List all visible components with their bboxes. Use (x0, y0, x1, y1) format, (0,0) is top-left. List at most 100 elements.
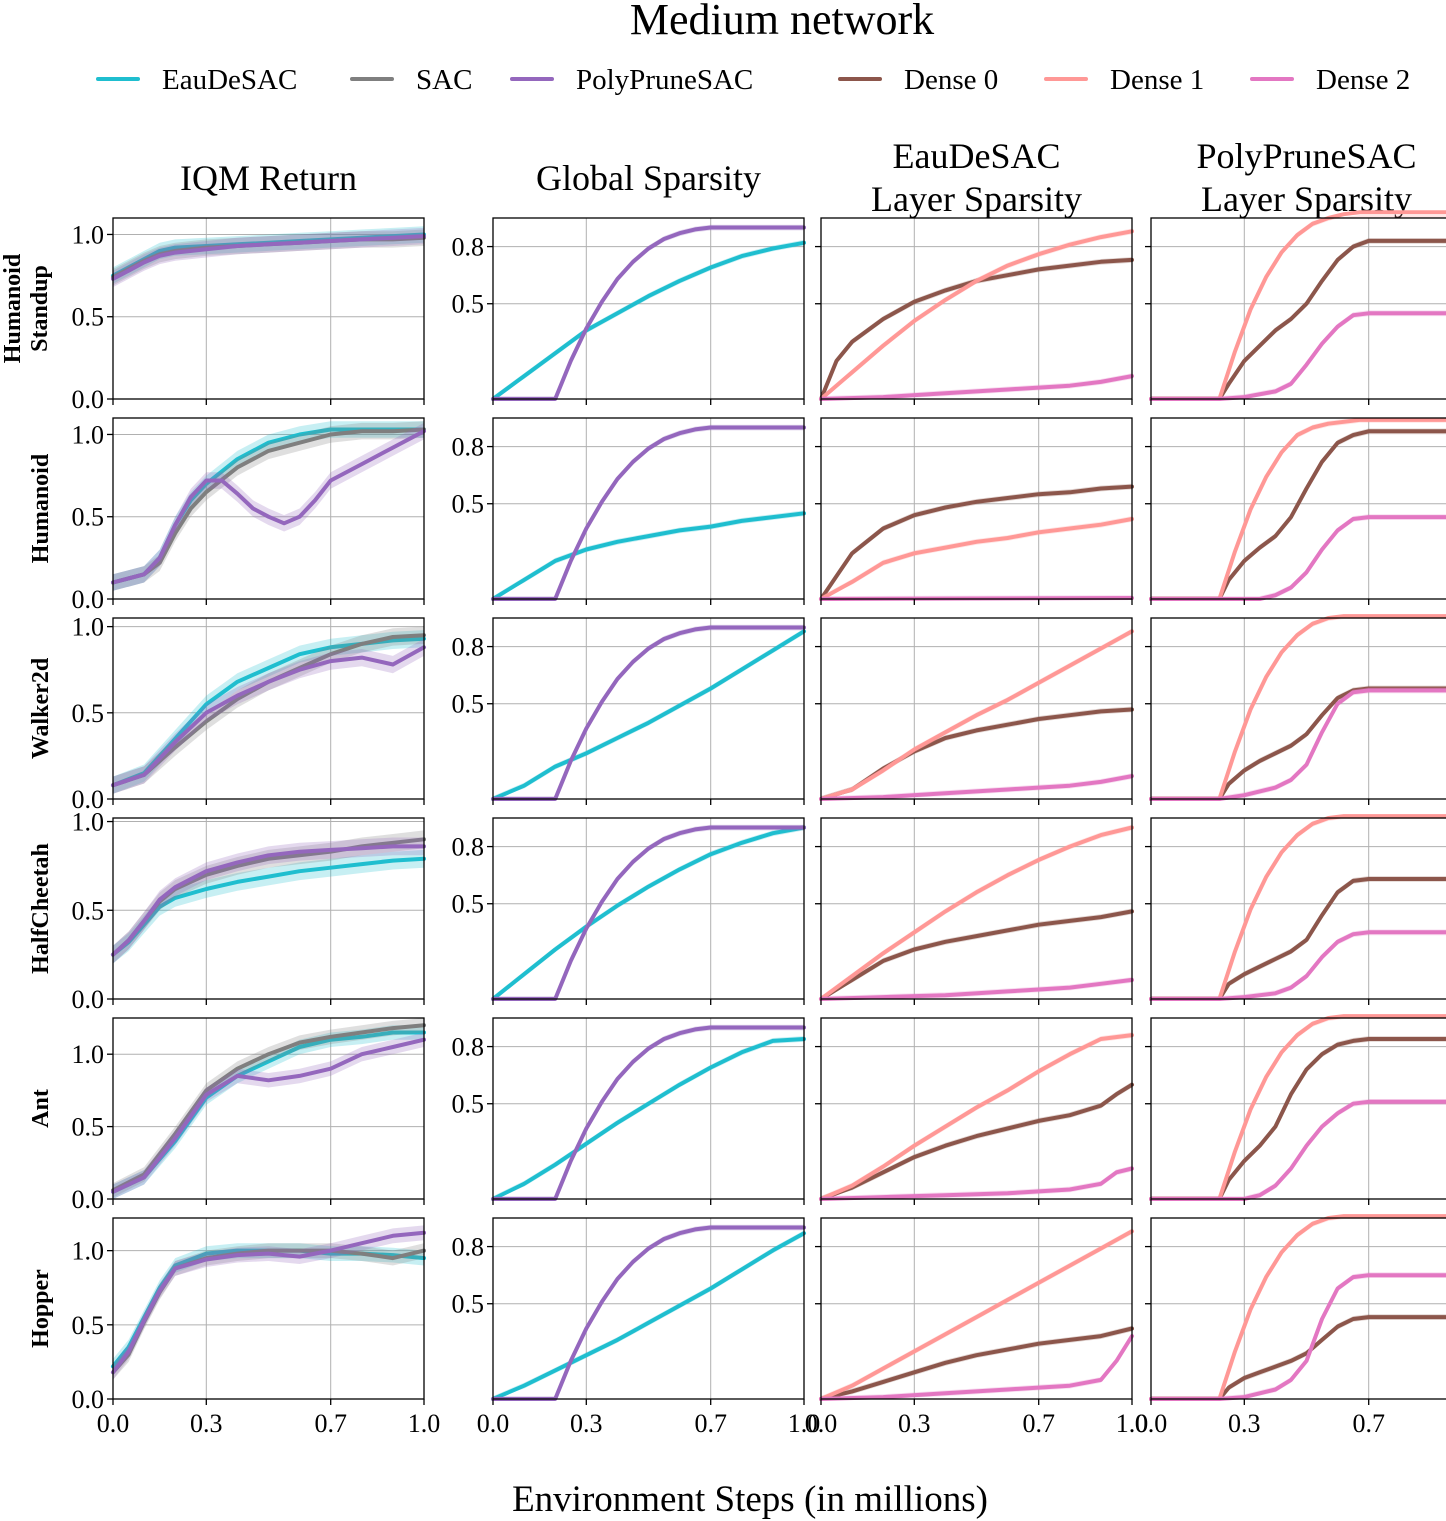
band-eaudesac (113, 630, 424, 794)
panel-hopper-iqm-return: 0.0 0.5 1.0 0.0 0.3 0.7 1.0 (72, 1217, 440, 1438)
y-tick-label: 0.8 (452, 1033, 485, 1062)
x-tick-label: 0.0 (1135, 1409, 1168, 1438)
y-tick-label: 0.8 (452, 433, 485, 462)
series-dense-1 (1149, 417, 1446, 601)
series-dense-2 (1149, 1099, 1446, 1201)
x-tick-label: 0.0 (805, 1409, 838, 1438)
y-tick-label: 0.5 (72, 1311, 105, 1340)
panel-humanoid-global-sparsity: 0.5 0.8 (452, 417, 806, 605)
band-dense-1 (1151, 418, 1446, 599)
panel-humanoid-iqm-return: 0.0 0.5 1.0 (72, 417, 426, 614)
series-polyprunesac (491, 1225, 806, 1401)
series-eaudesac (491, 629, 806, 801)
x-tick-label: 0.3 (1228, 1409, 1261, 1438)
legend-item-eaudesac: EauDeSAC (96, 64, 297, 96)
axes-frame (112, 217, 425, 400)
x-tick-label: 0.3 (570, 1409, 603, 1438)
column-title-eaudesac-layer-sparsity-line-0: EauDeSAC (893, 136, 1061, 176)
y-tick-label: 0.0 (72, 785, 105, 814)
y-tick-label: 0.5 (452, 1090, 485, 1119)
series-dense-1 (819, 1033, 1134, 1201)
x-tick-label: 0.7 (1352, 1409, 1385, 1438)
legend: EauDeSAC SAC PolyPruneSAC Dense 0 Dense 1 Den… (96, 64, 1410, 96)
x-tick-label: 0.7 (314, 1409, 347, 1438)
axes-frame (820, 217, 1133, 400)
series-sac (111, 1248, 426, 1375)
panel-humanoid-standup-polyprunesac-layer-sparsity (1145, 210, 1446, 405)
series-dense-1 (819, 229, 1134, 401)
panel-ant-polyprunesac-layer-sparsity (1145, 1014, 1446, 1205)
axes-frame (492, 217, 805, 400)
axes-frame (112, 417, 425, 600)
y-tick-label: 0.5 (72, 896, 105, 925)
series-dense-2 (1149, 515, 1446, 601)
axes-frame (820, 417, 1133, 600)
band-dense-2 (1151, 1099, 1446, 1199)
series-dense-1 (1149, 614, 1446, 801)
band-dense-1 (821, 228, 1132, 399)
y-tick-label: 0.0 (72, 985, 105, 1014)
band-dense-1 (1151, 1018, 1446, 1199)
row-label-humanoid-standup-line-1: Standup (27, 265, 53, 352)
panel-hopper-eaudesac-layer-sparsity: 0.0 0.3 0.7 1.0 (805, 1217, 1149, 1438)
panel-hopper-polyprunesac-layer-sparsity: 0.00.30.71.0 (1135, 1214, 1446, 1438)
axes-frame (112, 1017, 425, 1200)
panel-walker2d-polyprunesac-layer-sparsity (1145, 614, 1446, 805)
panel-humanoid-standup-global-sparsity: 0.5 0.8 (452, 217, 806, 405)
x-tick-label: 0.3 (190, 1409, 223, 1438)
y-tick-label: 1.0 (72, 1040, 105, 1069)
axes-frame (820, 817, 1133, 1000)
y-tick-label: 1.0 (72, 220, 105, 249)
y-tick-label: 0.5 (72, 1113, 105, 1142)
series-dense-0 (819, 1082, 1134, 1201)
band-sac (113, 1243, 424, 1380)
axes-frame (492, 817, 805, 1000)
series-eaudesac (491, 240, 806, 401)
series-dense-0 (819, 484, 1134, 601)
panel-halfcheetah-eaudesac-layer-sparsity (815, 817, 1134, 1005)
row-label-humanoid-standup-line-0: Humanoid (0, 253, 26, 363)
row-label-halfcheetah-line-0: HalfCheetah (28, 843, 54, 974)
band-dense-0 (1151, 1036, 1446, 1199)
axes-frame (1150, 417, 1446, 600)
series-dense-1 (819, 517, 1134, 601)
band-polyprunesac (113, 1032, 424, 1199)
axes-frame (820, 1217, 1133, 1400)
band-dense-2 (1151, 310, 1446, 399)
band-dense-2 (1151, 514, 1446, 599)
axes-frame (1150, 617, 1446, 800)
band-polyprunesac (113, 638, 424, 794)
axes-frame (1150, 817, 1446, 1000)
series-dense-1 (819, 629, 1134, 801)
x-tick-label: 1.0 (788, 1409, 821, 1438)
panel-walker2d-iqm-return: 0.0 0.5 1.0 (72, 613, 426, 814)
panel-halfcheetah-polyprunesac-layer-sparsity (1145, 814, 1446, 1005)
y-tick-label: 1.0 (72, 808, 105, 837)
series-sac (111, 427, 426, 585)
series-polyprunesac (491, 1025, 806, 1201)
x-tick-label: 0.3 (898, 1409, 931, 1438)
series-dense-2 (819, 374, 1134, 401)
row-label-ant-line-0: Ant (28, 1089, 54, 1128)
panel-humanoid-standup-iqm-return: 0.0 0.5 1.0 (72, 217, 426, 414)
band-dense-1 (1151, 818, 1446, 999)
series-dense-1 (1149, 1214, 1446, 1401)
band-sac (113, 626, 424, 794)
legend-item-polyprunesac: PolyPruneSAC (510, 64, 753, 96)
series-dense-2 (1149, 311, 1446, 401)
row-label-walker2d-line-0: Walker2d (28, 657, 54, 759)
series-polyprunesac (111, 1037, 426, 1194)
x-axis-label: Environment Steps (in millions) (512, 1479, 988, 1520)
x-tick-label: 0.0 (97, 1409, 130, 1438)
panel-humanoid-eaudesac-layer-sparsity (815, 417, 1134, 605)
series-dense-2 (1149, 688, 1446, 801)
series-dense-2 (819, 977, 1134, 1001)
x-tick-label: 0.7 (1022, 1409, 1055, 1438)
x-tick-label: 1.0 (1116, 1409, 1149, 1438)
y-tick-label: 0.5 (452, 890, 485, 919)
band-dense-0 (1151, 428, 1446, 599)
legend-label-polyprunesac: PolyPruneSAC (576, 64, 753, 96)
x-tick-label: 0.7 (694, 1409, 727, 1438)
series-eaudesac (491, 1231, 806, 1401)
